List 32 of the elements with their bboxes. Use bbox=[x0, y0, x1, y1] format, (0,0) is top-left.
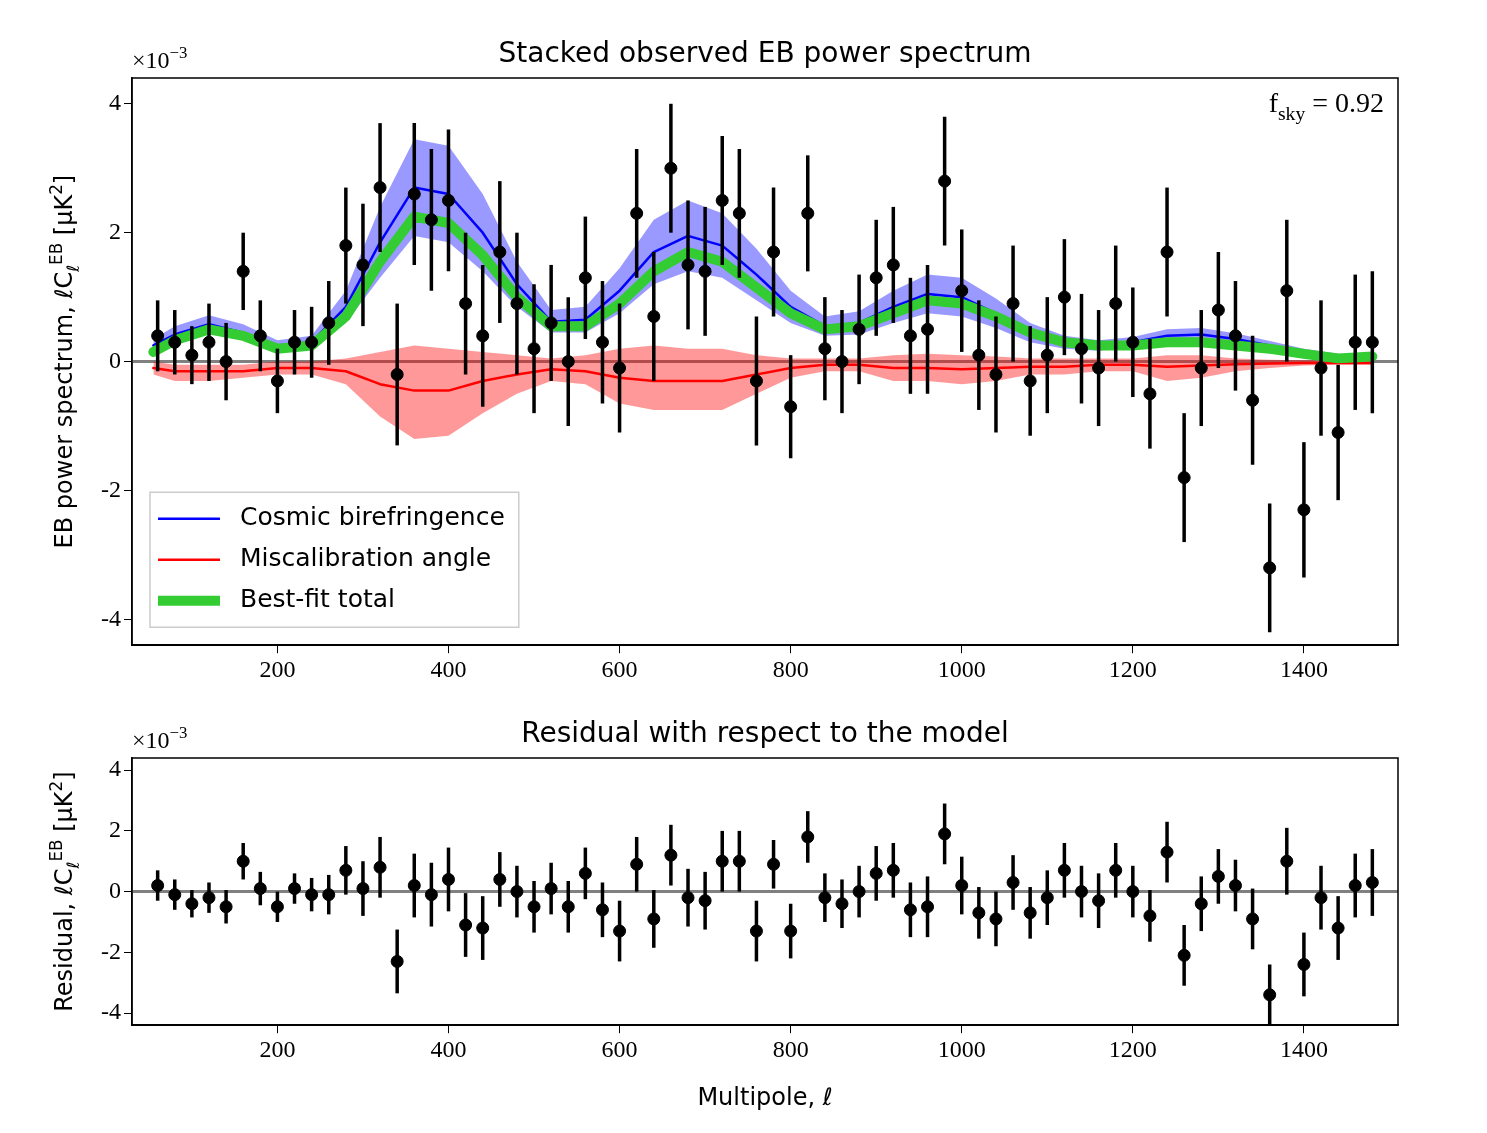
y-axis-title: Residual, ℓCℓEB [μK2] bbox=[45, 771, 83, 1012]
chart-title: Residual with respect to the model bbox=[521, 716, 1009, 749]
x-tick-label: 800 bbox=[772, 655, 809, 682]
x-tick-label: 1000 bbox=[937, 655, 986, 682]
x-tick-label: 1400 bbox=[1279, 1035, 1328, 1062]
x-tick-label: 400 bbox=[430, 1035, 467, 1062]
y-tick-label: 4 bbox=[108, 89, 121, 116]
legend-label: Miscalibration angle bbox=[239, 543, 492, 573]
x-tick-label: 400 bbox=[430, 655, 467, 682]
y-tick-label: -2 bbox=[100, 475, 121, 502]
x-tick-label: 1400 bbox=[1279, 655, 1328, 682]
x-tick-label: 600 bbox=[601, 1035, 638, 1062]
chart-title: Stacked observed EB power spectrum bbox=[498, 36, 1032, 69]
x-tick-label: 1000 bbox=[937, 1035, 986, 1062]
x-tick-label: 800 bbox=[772, 1035, 809, 1062]
y-tick-label: -4 bbox=[100, 604, 121, 631]
y-axis-title: EB power spectrum, ℓCℓEB [μK2] bbox=[45, 174, 83, 549]
y-tick-label: 0 bbox=[108, 876, 121, 903]
y-tick-label: -2 bbox=[100, 937, 121, 964]
x-tick-label: 1200 bbox=[1108, 1035, 1157, 1062]
x-tick-label: 600 bbox=[601, 655, 638, 682]
y-tick-label: -4 bbox=[100, 998, 121, 1025]
y-tick-label: 2 bbox=[108, 816, 121, 843]
y-tick-label: 0 bbox=[108, 346, 121, 373]
y-tick-label: 2 bbox=[108, 217, 121, 244]
y-tick-label: 4 bbox=[108, 755, 121, 782]
x-tick-label: 200 bbox=[259, 1035, 296, 1062]
x-tick-label: 200 bbox=[259, 655, 296, 682]
x-tick-label: 1200 bbox=[1108, 655, 1157, 682]
legend-label: Best-fit total bbox=[239, 584, 396, 614]
x-axis-title: Multipole, ℓ bbox=[697, 1083, 833, 1112]
legend-label: Cosmic birefringence bbox=[239, 502, 505, 532]
